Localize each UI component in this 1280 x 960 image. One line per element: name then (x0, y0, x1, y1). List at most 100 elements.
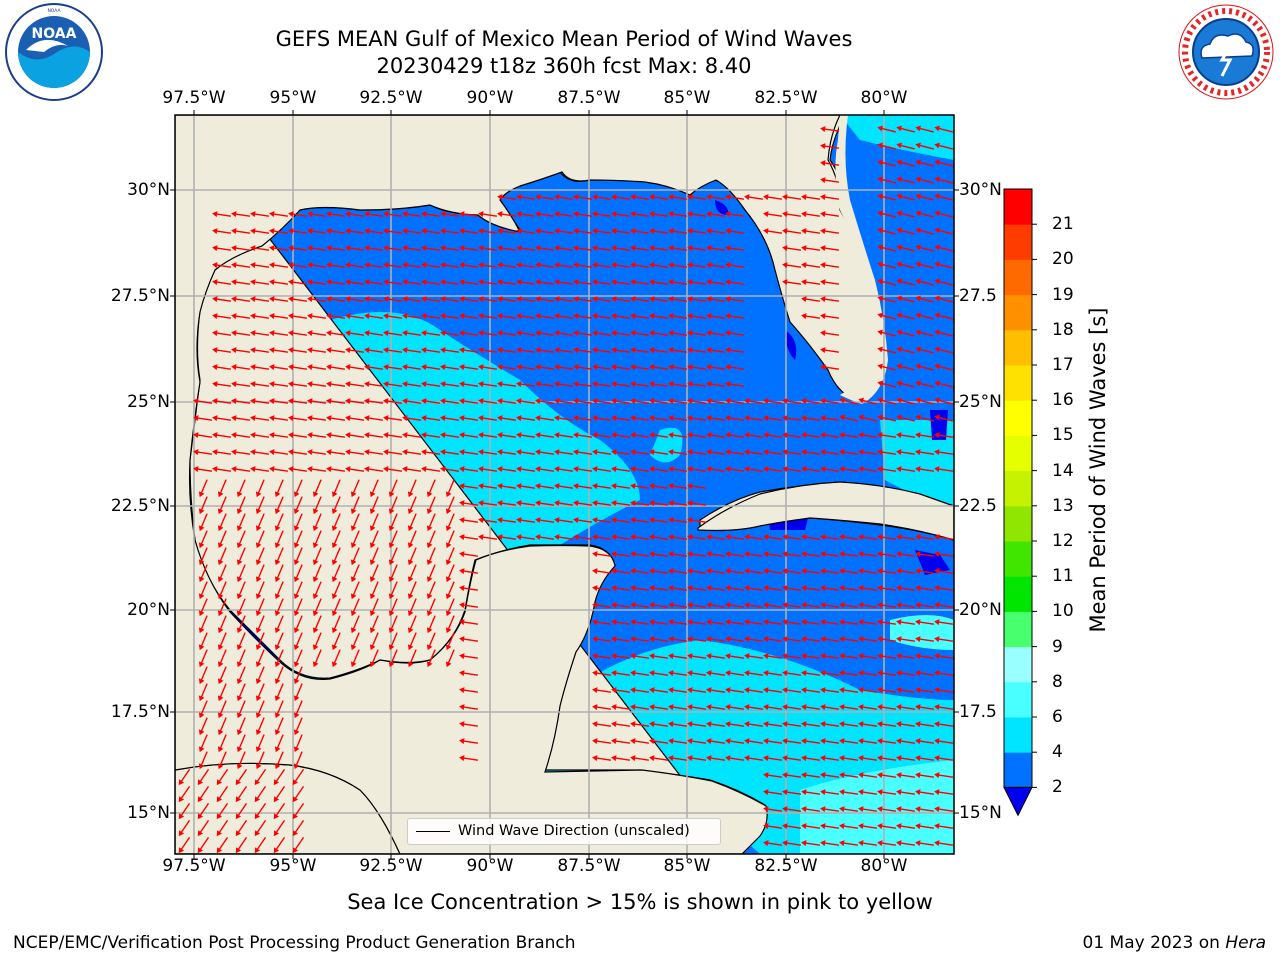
wind-arrow (295, 513, 303, 529)
wind-arrow-head (554, 364, 560, 371)
wind-arrow (898, 723, 916, 727)
wind-arrow (233, 468, 251, 472)
wind-arrow (347, 332, 365, 336)
wind-arrow-head (896, 397, 902, 404)
wind-arrow (295, 683, 303, 699)
wind-arrow (328, 281, 346, 285)
wind-arrow (390, 615, 398, 631)
wind-arrow (670, 553, 688, 557)
wind-arrow (746, 400, 764, 404)
wind-arrow-head (592, 296, 598, 303)
wind-arrow (651, 519, 669, 523)
wind-arrow-head (592, 755, 598, 762)
wind-arrow-head (896, 602, 902, 609)
wind-arrow-head (763, 466, 769, 473)
wind-arrow (841, 740, 859, 744)
wind-arrow (461, 621, 479, 625)
wind-arrow (689, 553, 707, 557)
wind-arrow-head (440, 279, 446, 286)
wind-arrow-head (326, 279, 332, 286)
wind-arrow-head (592, 415, 598, 422)
wind-arrow-head (877, 176, 883, 183)
wind-arrow-head (236, 508, 243, 515)
wind-arrow-head (274, 695, 281, 702)
wind-arrow (822, 196, 840, 200)
wind-arrow (651, 281, 669, 285)
wind-arrow-head (915, 602, 921, 609)
wind-arrow (651, 349, 669, 353)
wind-arrow (803, 468, 821, 472)
wind-arrow (765, 774, 783, 778)
wind-arrow-head (668, 687, 674, 694)
wind-arrow (784, 706, 802, 710)
wind-arrow-head (212, 466, 218, 473)
wind-arrow-head (440, 296, 446, 303)
wind-arrow-head (668, 432, 674, 439)
wind-arrow (295, 479, 303, 495)
wind-arrow-head (497, 296, 503, 303)
wind-arrow-head (592, 398, 598, 405)
wind-arrow (404, 417, 422, 421)
wind-arrow-head (178, 847, 185, 854)
wind-arrow-head (516, 194, 522, 201)
wind-arrow (651, 298, 669, 302)
wind-arrow-head (839, 738, 845, 745)
wind-arrow-head (896, 789, 902, 796)
wind-arrow-head (197, 830, 204, 837)
wind-arrow (613, 383, 631, 387)
wind-arrow (461, 740, 479, 744)
wind-arrow-head (421, 228, 427, 235)
wind-arrow-head (877, 380, 883, 387)
wind-arrow-head (744, 415, 750, 422)
wind-arrow-head (915, 363, 921, 370)
wind-arrow (803, 417, 821, 421)
wind-arrow-head (350, 627, 357, 634)
wind-arrow (404, 434, 422, 438)
wind-arrow-head (497, 347, 503, 354)
wind-arrow-head (725, 279, 731, 286)
wind-arrow-head (402, 364, 408, 371)
wind-arrow (822, 842, 840, 846)
wind-arrow (651, 502, 669, 506)
wind-arrow (366, 264, 384, 268)
wind-arrow-head (687, 432, 693, 439)
wind-arrow-head (198, 763, 205, 770)
wind-arrow-head (668, 347, 674, 354)
wind-arrow (936, 587, 954, 591)
wind-arrow (861, 399, 877, 405)
wind-arrow (499, 315, 517, 319)
wind-arrow-head (611, 415, 617, 422)
wind-arrow-head (839, 653, 845, 660)
wind-arrow-head (763, 432, 769, 439)
wind-arrow (841, 604, 859, 608)
wind-arrow (746, 672, 764, 676)
wind-arrow (333, 564, 341, 580)
wind-arrow (390, 513, 398, 529)
wind-arrow-head (858, 772, 864, 779)
wind-arrow-head (198, 695, 205, 702)
wind-arrow-head (292, 796, 299, 803)
wind-arrow (219, 717, 227, 733)
wind-arrow (238, 530, 246, 546)
wind-arrow-head (725, 636, 731, 643)
wind-arrow (309, 400, 327, 404)
wind-arrow-head (231, 415, 237, 422)
wind-arrow (936, 757, 954, 761)
wind-arrow-head (212, 313, 218, 320)
wind-arrow (746, 587, 764, 591)
wind-arrow (238, 717, 246, 733)
wind-arrow (803, 230, 821, 234)
wind-arrow (746, 655, 764, 659)
wind-arrow (428, 530, 436, 546)
wind-arrow (918, 314, 934, 320)
wind-arrow-head (269, 228, 275, 235)
wind-arrow (860, 587, 878, 591)
colorbar-bin-14 (1004, 259, 1032, 296)
wind-arrow-head (478, 279, 484, 286)
wind-arrow (447, 547, 455, 563)
wind-arrow (917, 536, 935, 540)
wind-arrow (784, 570, 802, 574)
wind-arrow (632, 519, 650, 523)
wind-arrow-head (763, 840, 769, 847)
wind-arrow (461, 587, 479, 591)
